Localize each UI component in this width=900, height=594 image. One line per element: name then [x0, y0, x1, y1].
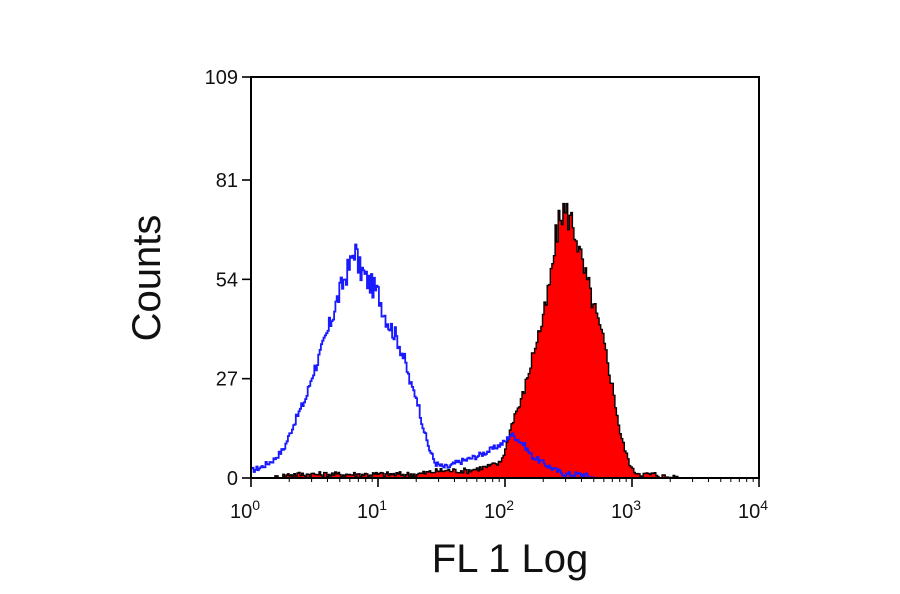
x-axis: 100 101 102 103 104 — [230, 478, 768, 523]
x-tick-label: 101 — [357, 497, 387, 523]
y-axis: 0 27 54 81 109 — [205, 67, 251, 490]
series-group — [251, 202, 684, 478]
series-outline-histogram — [251, 243, 595, 478]
series-filled-histogram — [273, 202, 684, 478]
y-tick-label: 81 — [216, 170, 238, 192]
y-tick-label: 27 — [216, 369, 238, 391]
y-tick-label: 109 — [205, 67, 238, 89]
x-tick-label: 103 — [611, 497, 641, 523]
x-tick-label: 102 — [484, 497, 514, 523]
x-tick-label: 100 — [230, 497, 260, 523]
series-layer — [251, 202, 684, 478]
x-tick-label: 104 — [738, 497, 768, 523]
y-axis-title: Counts — [125, 215, 169, 342]
y-tick-label: 54 — [216, 269, 238, 291]
y-tick-label: 0 — [227, 468, 238, 490]
plot-frame — [250, 76, 760, 479]
x-axis-title: FL 1 Log — [432, 537, 588, 581]
